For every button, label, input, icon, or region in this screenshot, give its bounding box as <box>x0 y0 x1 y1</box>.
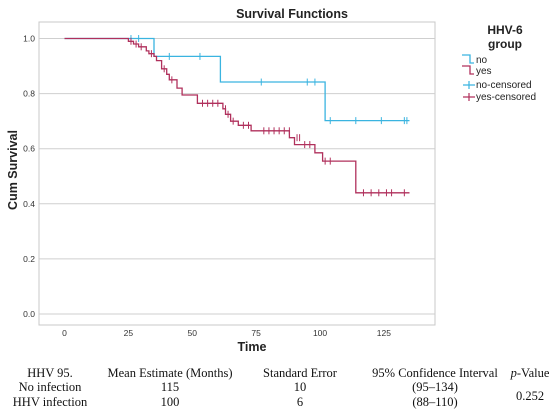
header-p-value: p-Value <box>510 366 550 381</box>
x-tick-labels: 0 25 50 75 100 125 <box>62 328 391 338</box>
censor-marks <box>130 35 408 197</box>
legend: HHV-6 group no yes no-censored yes-censo… <box>462 23 536 103</box>
x-tick-label: 50 <box>188 328 198 338</box>
legend-title-line2: group <box>488 37 522 51</box>
row-se: 6 <box>296 395 304 409</box>
legend-no-censored-label: no-censored <box>476 80 532 91</box>
y-tick-label: 0.0 <box>23 309 35 319</box>
row-se: 10 <box>293 380 307 394</box>
table-header-row: HHV 95. Mean Estimate (Months) Standard … <box>0 366 550 382</box>
row-mean: 100 <box>160 395 180 409</box>
row-ci: (95–134) <box>412 380 458 394</box>
header-group: HHV 95. <box>27 366 73 380</box>
legend-yes-censored-label: yes-censored <box>476 92 536 103</box>
legend-yes-swatch <box>462 65 474 75</box>
header-ci: 95% Confidence Interval <box>372 366 498 380</box>
survival-curves <box>64 37 410 194</box>
y-tick-label: 0.6 <box>23 144 35 154</box>
legend-yes-label: yes <box>476 66 492 77</box>
legend-title-line1: HHV-6 <box>487 23 523 37</box>
plot-area <box>38 21 436 326</box>
y-tick-labels: 0.0 0.2 0.4 0.6 0.8 1.0 <box>23 34 35 319</box>
row-mean: 115 <box>160 380 180 394</box>
y-axis-label: Cum Survival <box>6 130 20 210</box>
table-row: HHV infection 100 6 (88–110) <box>0 395 550 411</box>
series-yes-line <box>64 37 410 194</box>
x-axis-label: Time <box>238 340 267 354</box>
legend-no-label: no <box>476 55 488 66</box>
x-tick-label: 100 <box>313 328 327 338</box>
legend-yes-censored-swatch <box>463 93 475 101</box>
y-tick-label: 0.2 <box>23 254 35 264</box>
x-tick-label: 25 <box>124 328 134 338</box>
y-tick-label: 0.8 <box>23 89 35 99</box>
chart-title: Survival Functions <box>236 7 348 21</box>
series-no-line <box>64 37 410 122</box>
row-label: No infection <box>18 380 82 394</box>
header-mean: Mean Estimate (Months) <box>107 366 233 380</box>
header-se: Standard Error <box>263 366 337 380</box>
y-tick-label: 1.0 <box>23 34 35 44</box>
legend-no-swatch <box>462 54 474 64</box>
x-tick-label: 75 <box>251 328 261 338</box>
survival-chart: 0.0 0.2 0.4 0.6 0.8 1.0 0 25 50 75 100 125 Surviva… <box>6 7 536 354</box>
header-p-rest: -Value <box>516 366 550 380</box>
y-tick-label: 0.4 <box>23 199 35 209</box>
x-tick-label: 0 <box>62 328 67 338</box>
p-value: 0.252 <box>515 389 545 403</box>
row-label: HHV infection <box>12 395 88 409</box>
x-tick-label: 125 <box>377 328 391 338</box>
table-row: No infection 115 10 (95–134) <box>0 380 550 396</box>
legend-no-censored-swatch <box>463 81 475 89</box>
row-ci: (88–110) <box>412 395 458 409</box>
header-p-letter: p <box>510 366 517 380</box>
